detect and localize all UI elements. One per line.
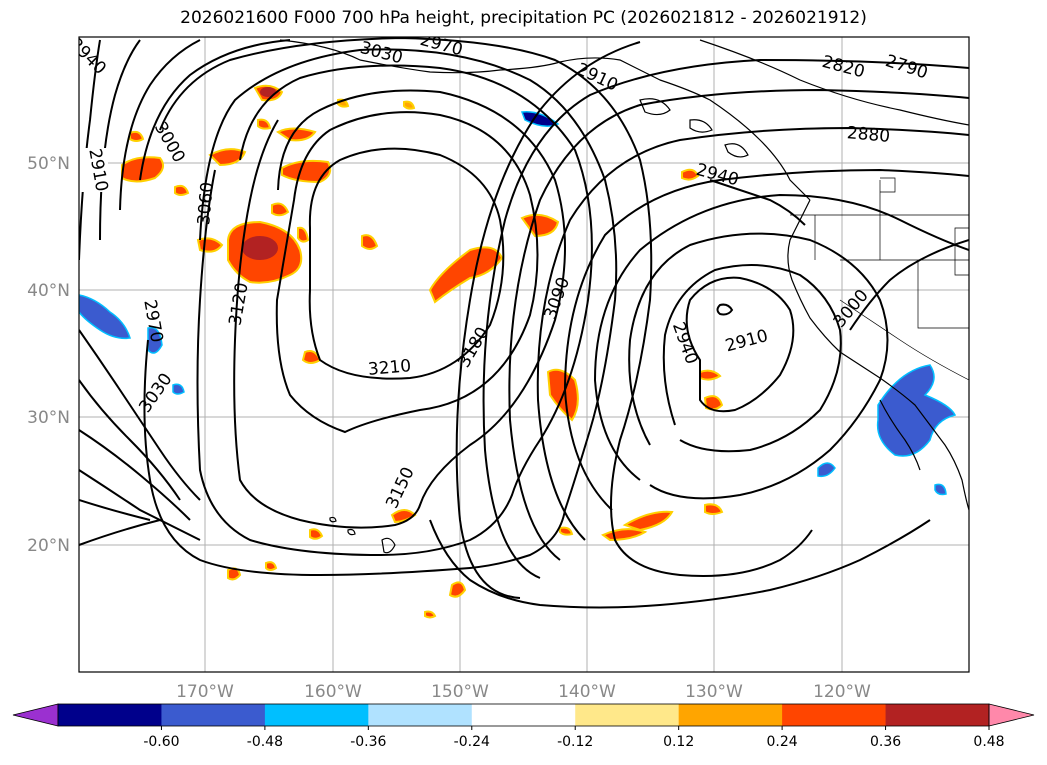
map-plot-area (79, 37, 969, 672)
colorbar-cell (885, 704, 990, 726)
lon-label: 170°W (176, 682, 234, 702)
colorbar-cell (368, 704, 473, 726)
colorbar-tick-label: -0.36 (350, 734, 386, 750)
colorbar: -0.60 -0.48 -0.36 -0.24 -0.12 0.12 0.24 0.36 0.4… (12, 703, 1035, 750)
colorbar-cell (678, 704, 783, 726)
colorbar-extend-left (12, 703, 59, 727)
contour-label: 3060 (194, 181, 218, 226)
colorbar-tick-label: 0.48 (973, 734, 1004, 750)
lon-label: 120°W (813, 682, 871, 702)
contour-label: 3210 (367, 356, 412, 380)
contour-label: 2880 (846, 123, 891, 147)
lon-label: 130°W (685, 682, 743, 702)
colorbar-tick-label: 0.24 (767, 734, 798, 750)
lon-label: 160°W (304, 682, 362, 702)
borders (790, 177, 969, 381)
lat-label: 20°N (27, 536, 70, 556)
colorbar-tick-label: 0.12 (663, 734, 694, 750)
lat-label: 40°N (27, 281, 70, 301)
coastlines (279, 39, 969, 554)
map-frame (78, 36, 970, 673)
colorbar-cell (575, 704, 680, 726)
map-title: 2026021600 F000 700 hPa height, precipit… (180, 8, 867, 28)
colorbar-cell (471, 704, 576, 726)
colorbar-tick-label: -0.24 (454, 734, 490, 750)
lon-label: 140°W (558, 682, 616, 702)
colorbar-tick-label: -0.48 (247, 734, 283, 750)
colorbar-cell (264, 704, 369, 726)
colorbar-cell (58, 704, 162, 726)
colorbar-cell (161, 704, 266, 726)
colorbar-cell (782, 704, 887, 726)
lat-label: 30°N (27, 408, 70, 428)
precip-cool-areas (79, 111, 957, 496)
colorbar-extend-right (988, 703, 1035, 727)
height-contours (79, 37, 969, 609)
lat-label: 50°N (27, 154, 70, 174)
lon-label: 150°W (431, 682, 489, 702)
colorbar-frame (57, 703, 990, 727)
colorbar-tick-label: -0.60 (143, 734, 179, 750)
colorbar-tick-label: -0.12 (557, 734, 593, 750)
graticule (79, 37, 969, 672)
colorbar-tick-label: 0.36 (870, 734, 901, 750)
